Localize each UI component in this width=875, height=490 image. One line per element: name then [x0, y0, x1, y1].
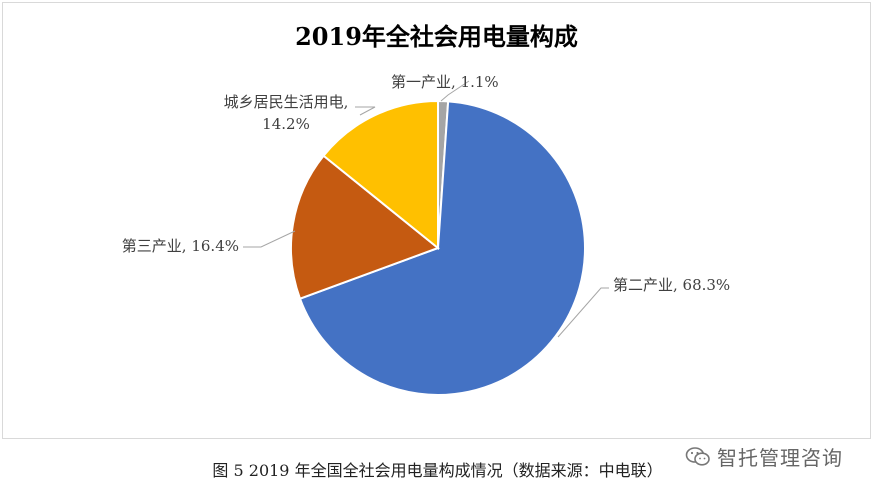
pie-slice [298, 100, 586, 396]
watermark: 智托管理咨询 [685, 442, 843, 471]
chart-title: 2019年全社会用电量构成 [295, 22, 578, 51]
leader-line [440, 80, 470, 102]
leader-line [243, 230, 296, 248]
watermark-text: 智托管理咨询 [717, 446, 843, 470]
chart-area: 2019年全社会用电量构成 第一产业, 1.1% 第二产业, 68.3% 第三产业,… [2, 2, 871, 439]
wechat-icon [685, 446, 711, 468]
data-label: 第二产业, 68.3% [613, 276, 730, 294]
pie-chart: 第一产业, 1.1% 第二产业, 68.3% 第三产业, 16.4% 城乡居民生活用电… [122, 73, 730, 396]
figure-caption: 图 5 2019 年全国全社会用电量构成情况（数据来源：中电联） [212, 461, 663, 480]
pie-slice [322, 99, 439, 251]
leader-line [355, 106, 376, 116]
pie-slice [290, 154, 441, 300]
data-label: 城乡居民生活用电, 14.2% [224, 93, 349, 133]
leader-line [557, 287, 609, 338]
data-label: 第三产业, 16.4% [122, 237, 239, 255]
data-label: 第一产业, 1.1% [391, 73, 499, 91]
